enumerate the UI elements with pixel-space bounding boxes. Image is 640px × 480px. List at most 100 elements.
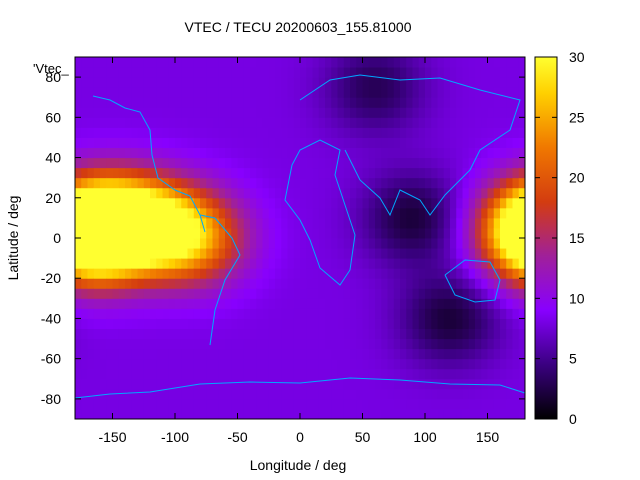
heatmap-cell bbox=[375, 238, 382, 249]
heatmap-cell bbox=[362, 288, 370, 299]
heatmap-cell bbox=[156, 368, 163, 380]
heatmap-cell bbox=[106, 248, 113, 259]
y-tick-label: -20 bbox=[41, 270, 61, 286]
heatmap-cell bbox=[137, 167, 145, 179]
heatmap-cell bbox=[437, 338, 445, 350]
heatmap-cell bbox=[212, 298, 220, 309]
heatmap-cell bbox=[362, 117, 370, 128]
heatmap-cell bbox=[306, 67, 313, 78]
heatmap-cell bbox=[206, 137, 213, 148]
heatmap-cell bbox=[300, 217, 307, 229]
heatmap-cell bbox=[431, 318, 438, 329]
heatmap-cell bbox=[256, 238, 263, 249]
heatmap-cell bbox=[431, 348, 438, 360]
heatmap-cell bbox=[356, 268, 363, 279]
heatmap-cell bbox=[100, 87, 107, 98]
heatmap-cell bbox=[175, 67, 182, 78]
heatmap-cell bbox=[250, 97, 257, 108]
heatmap-cell bbox=[181, 217, 188, 229]
heatmap-cell bbox=[437, 298, 445, 309]
heatmap-cell bbox=[75, 268, 82, 279]
heatmap-cell bbox=[262, 288, 270, 299]
heatmap-cell bbox=[318, 338, 326, 350]
heatmap-cell bbox=[518, 227, 525, 239]
heatmap-cell bbox=[487, 57, 495, 68]
heatmap-cell bbox=[325, 298, 332, 309]
heatmap-cell bbox=[106, 77, 113, 88]
heatmap-cell bbox=[487, 177, 495, 189]
heatmap-cell bbox=[231, 157, 238, 169]
heatmap-cell bbox=[187, 117, 195, 128]
heatmap-cell bbox=[306, 167, 313, 179]
heatmap-cell bbox=[375, 318, 382, 329]
heatmap-cell bbox=[475, 408, 482, 419]
heatmap-cell bbox=[131, 348, 138, 360]
heatmap-cell bbox=[450, 238, 457, 249]
heatmap-cell bbox=[275, 207, 282, 219]
heatmap-cell bbox=[250, 388, 257, 400]
heatmap-cell bbox=[168, 398, 176, 410]
heatmap-cell bbox=[168, 388, 176, 400]
heatmap-cell bbox=[337, 177, 345, 189]
heatmap-cell bbox=[412, 87, 420, 98]
heatmap-cell bbox=[400, 227, 407, 239]
heatmap-cell bbox=[87, 238, 95, 249]
heatmap-cell bbox=[406, 117, 413, 128]
heatmap-cell bbox=[468, 368, 476, 380]
heatmap-cell bbox=[118, 107, 126, 118]
heatmap-cell bbox=[175, 97, 182, 108]
heatmap-cell bbox=[468, 77, 476, 88]
heatmap-cell bbox=[350, 77, 357, 88]
heatmap-cell bbox=[150, 368, 157, 380]
heatmap-cell bbox=[387, 368, 395, 380]
heatmap-cell bbox=[206, 298, 213, 309]
heatmap-cell bbox=[418, 268, 426, 279]
heatmap-cell bbox=[281, 87, 288, 98]
heatmap-cell bbox=[493, 368, 501, 380]
heatmap-cell bbox=[293, 298, 301, 309]
heatmap-cell bbox=[275, 368, 282, 380]
heatmap-cell bbox=[143, 378, 151, 390]
heatmap-cell bbox=[512, 67, 520, 78]
heatmap-cell bbox=[381, 207, 388, 219]
heatmap-cell bbox=[168, 408, 176, 419]
heatmap-cell bbox=[206, 127, 213, 138]
heatmap-cell bbox=[181, 298, 188, 309]
heatmap-cell bbox=[325, 57, 332, 68]
heatmap-cell bbox=[256, 67, 263, 78]
heatmap-cell bbox=[212, 368, 220, 380]
heatmap-cell bbox=[81, 227, 88, 239]
heatmap-cell bbox=[118, 167, 126, 179]
heatmap-cell bbox=[137, 217, 145, 229]
heatmap-cell bbox=[137, 358, 145, 370]
heatmap-cell bbox=[143, 137, 151, 148]
heatmap-cell bbox=[218, 177, 226, 189]
heatmap-cell bbox=[362, 298, 370, 309]
heatmap-cell bbox=[468, 197, 476, 209]
heatmap-cell bbox=[406, 298, 413, 309]
heatmap-cell bbox=[343, 328, 351, 340]
heatmap-cell bbox=[443, 258, 451, 269]
heatmap-cell bbox=[218, 348, 226, 360]
heatmap-cell bbox=[518, 398, 525, 410]
heatmap-cell bbox=[368, 57, 376, 68]
heatmap-cell bbox=[356, 127, 363, 138]
heatmap-cell bbox=[500, 288, 507, 299]
heatmap-cell bbox=[356, 238, 363, 249]
heatmap-cell bbox=[112, 227, 120, 239]
heatmap-cell bbox=[387, 288, 395, 299]
heatmap-cell bbox=[487, 408, 495, 419]
heatmap-cell bbox=[425, 338, 432, 350]
coastline-antarctica bbox=[75, 377, 525, 399]
heatmap-cell bbox=[468, 358, 476, 370]
heatmap-cell bbox=[325, 348, 332, 360]
heatmap-cell bbox=[150, 268, 157, 279]
heatmap-cell bbox=[287, 127, 295, 138]
heatmap-cell bbox=[443, 77, 451, 88]
heatmap-cell bbox=[456, 107, 463, 118]
heatmap-cell bbox=[175, 278, 182, 289]
heatmap-cell bbox=[193, 67, 201, 78]
heatmap-cell bbox=[431, 368, 438, 380]
heatmap-cell bbox=[81, 358, 88, 370]
heatmap-cell bbox=[443, 338, 451, 350]
